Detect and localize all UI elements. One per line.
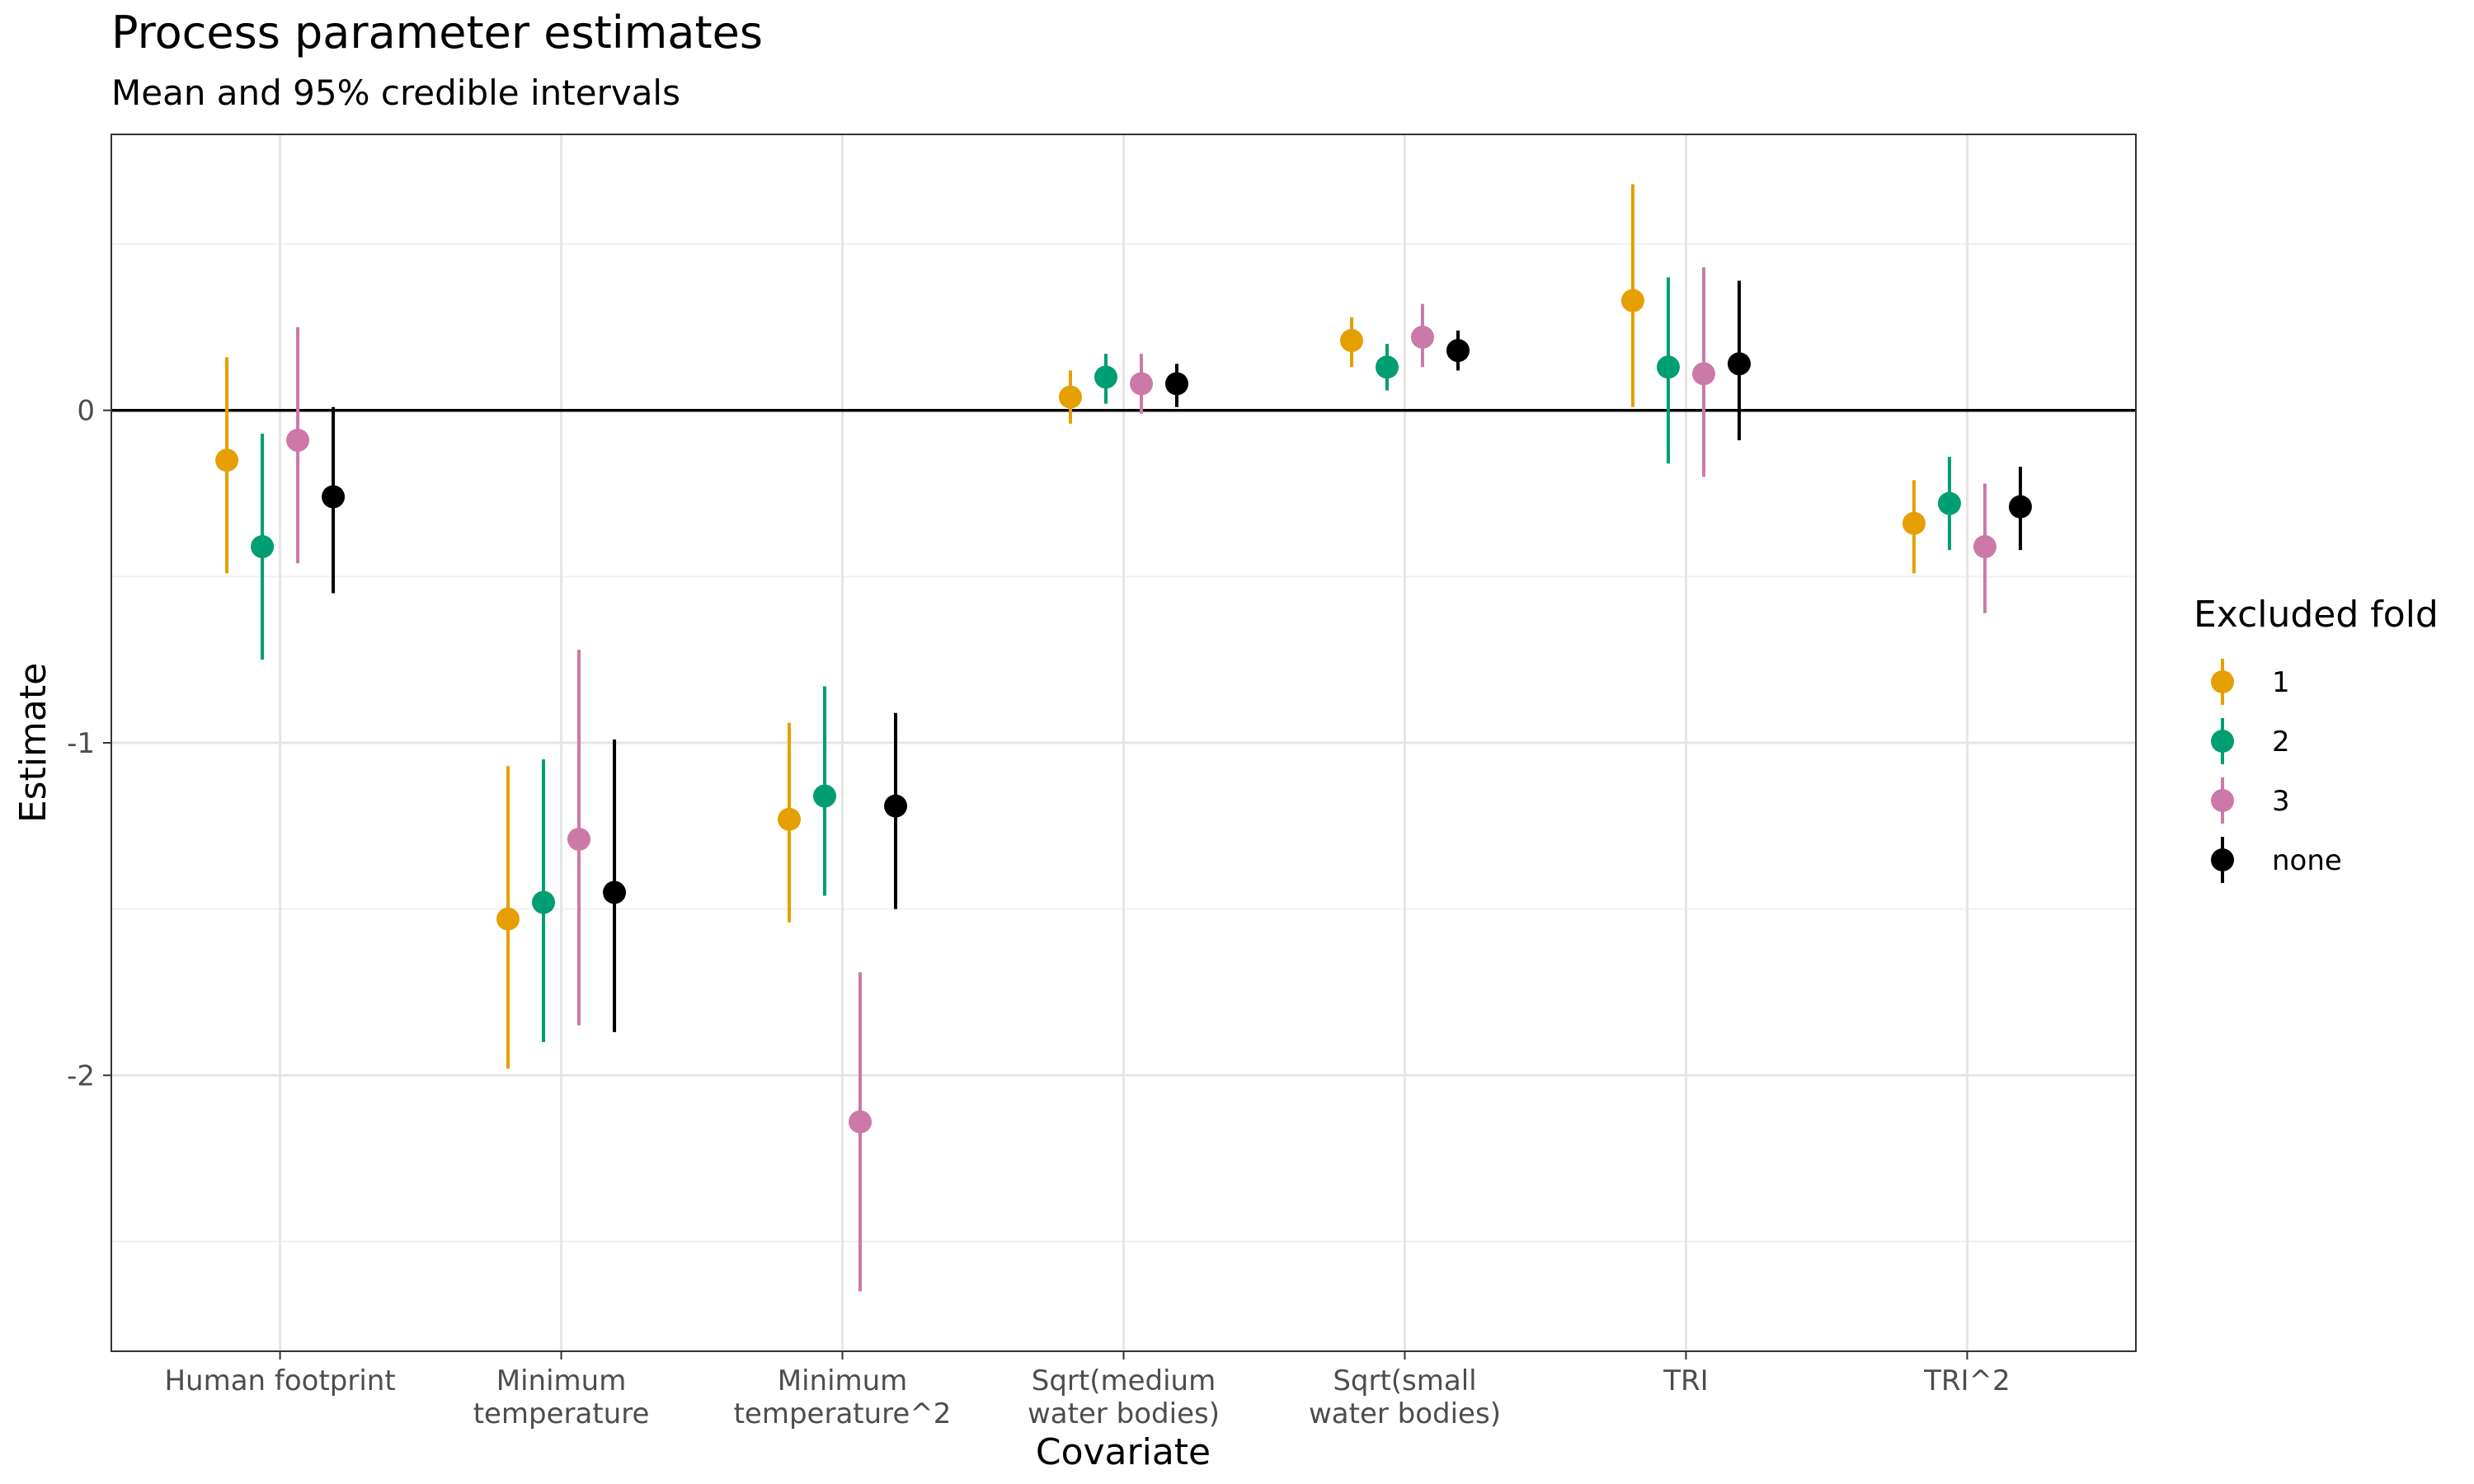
point-2-2: [813, 784, 837, 808]
legend-key-point-3: [2211, 789, 2234, 812]
point-none-2: [884, 794, 908, 818]
point-3-1: [567, 827, 591, 851]
legend-label-1: 1: [2272, 666, 2290, 699]
point-none-4: [1446, 339, 1470, 363]
point-3-6: [1973, 535, 1997, 559]
legend-label-3: 3: [2272, 785, 2290, 818]
legend-key-point-none: [2211, 848, 2234, 871]
point-3-5: [1691, 362, 1715, 386]
data-marks: [215, 184, 2032, 1292]
legend-key-point-1: [2211, 670, 2234, 693]
point-1-5: [1620, 289, 1644, 312]
point-3-2: [849, 1110, 872, 1134]
y-axis-ticks: 0 -1 -2: [67, 395, 111, 1092]
point-2-0: [251, 535, 275, 559]
legend-keys: 1 2 3 none: [2211, 659, 2342, 883]
point-3-3: [1130, 372, 1153, 396]
legend-key-point-2: [2211, 730, 2234, 753]
point-3-0: [286, 429, 310, 453]
point-none-3: [1165, 372, 1188, 396]
point-3-4: [1410, 326, 1434, 349]
x-tick-label: Minimum temperature^2: [734, 1364, 952, 1430]
point-2-5: [1656, 355, 1680, 379]
y-tick-label: -2: [67, 1059, 95, 1092]
x-tick-label: TRI^2: [1923, 1364, 2011, 1397]
point-1-4: [1339, 329, 1363, 353]
point-1-2: [778, 807, 802, 831]
point-1-3: [1059, 385, 1082, 409]
point-2-6: [1937, 491, 1961, 515]
y-tick-label: 0: [77, 395, 95, 428]
x-tick-label: Human footprint: [164, 1364, 395, 1397]
x-tick-label: Sqrt(medium water bodies): [1028, 1364, 1220, 1430]
point-1-6: [1902, 511, 1926, 535]
grid-major: [111, 134, 2136, 1351]
point-none-6: [2008, 495, 2032, 519]
x-tick-label: Sqrt(small water bodies): [1309, 1364, 1501, 1430]
point-1-1: [496, 907, 520, 931]
legend-label-2: 2: [2272, 726, 2290, 758]
x-tick-label: Minimum temperature: [473, 1364, 650, 1430]
legend-title: Excluded fold: [2194, 594, 2439, 636]
y-tick-label: -1: [67, 727, 95, 760]
legend: Excluded fold 1 2 3 none: [2194, 594, 2439, 883]
x-tick-label: TRI: [1663, 1364, 1708, 1397]
legend-label-none: none: [2272, 844, 2342, 877]
point-none-0: [322, 485, 346, 509]
point-2-1: [532, 890, 556, 914]
point-2-3: [1094, 365, 1117, 389]
point-2-4: [1375, 355, 1399, 379]
chart-subtitle: Mean and 95% credible intervals: [111, 73, 680, 113]
point-none-1: [603, 881, 627, 904]
x-axis-ticks: Human footprint Minimum temperature Minimum…: [164, 1351, 2011, 1430]
point-1-0: [215, 448, 239, 472]
x-axis-label: Covariate: [1036, 1431, 1211, 1473]
y-axis-label: Estimate: [12, 663, 54, 823]
chart-title: Process parameter estimates: [111, 7, 763, 59]
point-none-5: [1727, 352, 1751, 376]
